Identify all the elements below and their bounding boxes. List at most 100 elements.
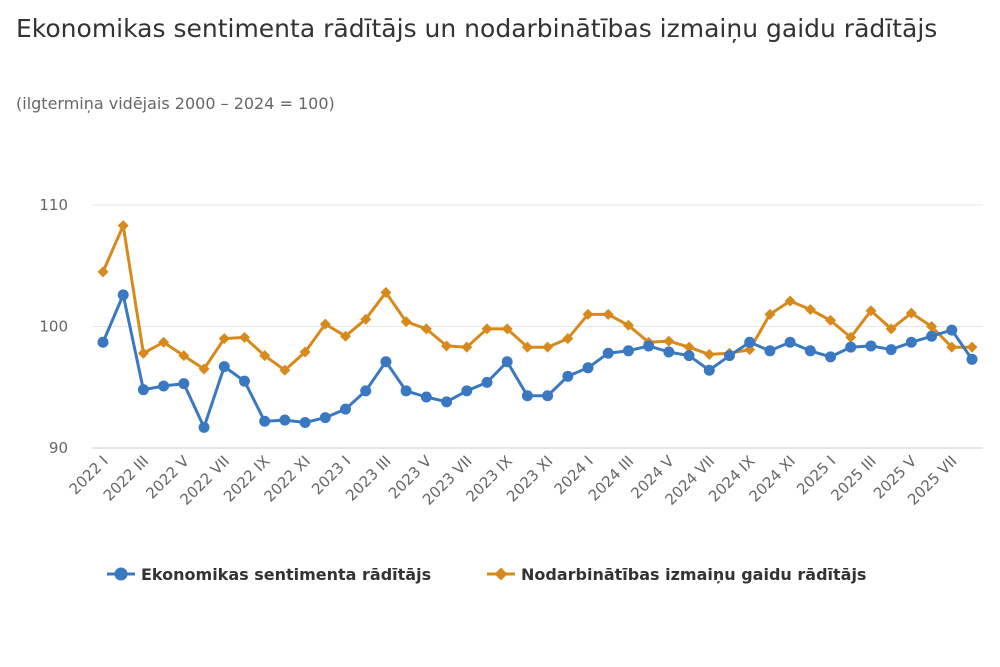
data-point xyxy=(279,364,291,376)
data-point xyxy=(744,336,756,348)
data-point xyxy=(158,336,170,348)
data-point xyxy=(461,385,473,397)
data-point xyxy=(825,351,837,363)
data-point xyxy=(117,220,129,232)
data-point xyxy=(218,361,230,373)
data-point xyxy=(97,266,109,278)
data-point xyxy=(501,323,513,335)
data-point xyxy=(400,385,412,397)
data-point xyxy=(481,323,493,335)
data-point xyxy=(97,336,109,348)
data-point xyxy=(441,396,453,408)
data-point xyxy=(521,341,533,353)
data-point xyxy=(259,350,271,362)
data-point xyxy=(905,307,917,319)
data-point xyxy=(562,333,574,345)
data-point xyxy=(703,348,715,360)
data-point xyxy=(218,333,230,345)
data-point xyxy=(521,390,533,402)
data-point xyxy=(622,345,634,357)
data-point xyxy=(137,384,149,396)
data-point xyxy=(946,324,958,336)
data-point xyxy=(299,346,311,358)
data-point xyxy=(420,391,432,403)
data-point xyxy=(360,385,372,397)
data-point xyxy=(582,308,594,320)
data-point xyxy=(461,341,473,353)
data-point xyxy=(683,350,695,362)
data-point xyxy=(602,308,614,320)
data-point xyxy=(804,303,816,315)
data-point xyxy=(703,364,715,376)
data-point xyxy=(380,356,392,368)
legend-marker xyxy=(494,567,508,581)
data-point xyxy=(319,412,331,424)
data-point xyxy=(804,345,816,357)
data-point xyxy=(764,345,776,357)
x-tick-label: 2023 III xyxy=(342,452,394,504)
legend-label: Ekonomikas sentimenta rādītājs xyxy=(141,565,431,584)
data-point xyxy=(784,336,796,348)
data-point xyxy=(784,295,796,307)
data-point xyxy=(845,341,857,353)
data-point xyxy=(825,314,837,326)
data-point xyxy=(299,416,311,428)
data-point xyxy=(340,403,352,415)
series-line xyxy=(101,224,974,372)
data-point xyxy=(723,350,735,362)
data-point xyxy=(966,353,978,365)
x-tick-label: 2022 III xyxy=(100,452,152,504)
data-point xyxy=(178,378,190,390)
data-point xyxy=(198,363,210,375)
data-point xyxy=(137,347,149,359)
data-point xyxy=(481,376,493,388)
x-tick-label: 2025 III xyxy=(827,452,879,504)
data-point xyxy=(319,318,331,330)
data-point xyxy=(885,344,897,356)
data-point xyxy=(400,316,412,328)
y-tick-label: 100 xyxy=(39,318,68,336)
data-point xyxy=(158,380,170,392)
chart-subtitle: (ilgtermiņa vidējais 2000 – 2024 = 100) xyxy=(16,94,335,113)
data-point xyxy=(340,330,352,342)
data-point xyxy=(501,356,513,368)
legend-label: Nodarbinātības izmaiņu gaidu rādītājs xyxy=(521,565,866,584)
data-point xyxy=(926,330,938,342)
data-point xyxy=(683,341,695,353)
data-point xyxy=(663,346,675,358)
data-point xyxy=(622,319,634,331)
data-point xyxy=(562,370,574,382)
legend-marker xyxy=(114,567,128,581)
data-point xyxy=(845,331,857,343)
data-point xyxy=(582,362,594,374)
data-point xyxy=(885,323,897,335)
data-point xyxy=(946,341,958,353)
data-point xyxy=(865,340,877,352)
data-point xyxy=(764,308,776,320)
y-tick-label: 110 xyxy=(39,196,68,214)
data-point xyxy=(380,286,392,298)
y-tick-label: 90 xyxy=(49,439,68,457)
data-point xyxy=(602,347,614,359)
data-point xyxy=(905,336,917,348)
data-point xyxy=(198,421,210,433)
data-point xyxy=(259,415,271,427)
data-point xyxy=(117,289,129,301)
data-point xyxy=(238,331,250,343)
data-point xyxy=(865,305,877,317)
data-point xyxy=(279,414,291,426)
data-point xyxy=(542,390,554,402)
x-tick-label: 2024 III xyxy=(585,452,637,504)
data-point xyxy=(420,323,432,335)
data-point xyxy=(663,335,675,347)
data-point xyxy=(966,341,978,353)
data-point xyxy=(360,313,372,325)
data-point xyxy=(238,375,250,387)
data-point xyxy=(441,340,453,352)
data-point xyxy=(643,340,655,352)
series-line xyxy=(101,293,974,429)
data-point xyxy=(178,350,190,362)
data-point xyxy=(926,321,938,332)
chart-title: Ekonomikas sentimenta rādītājs un nodarb… xyxy=(16,14,938,43)
